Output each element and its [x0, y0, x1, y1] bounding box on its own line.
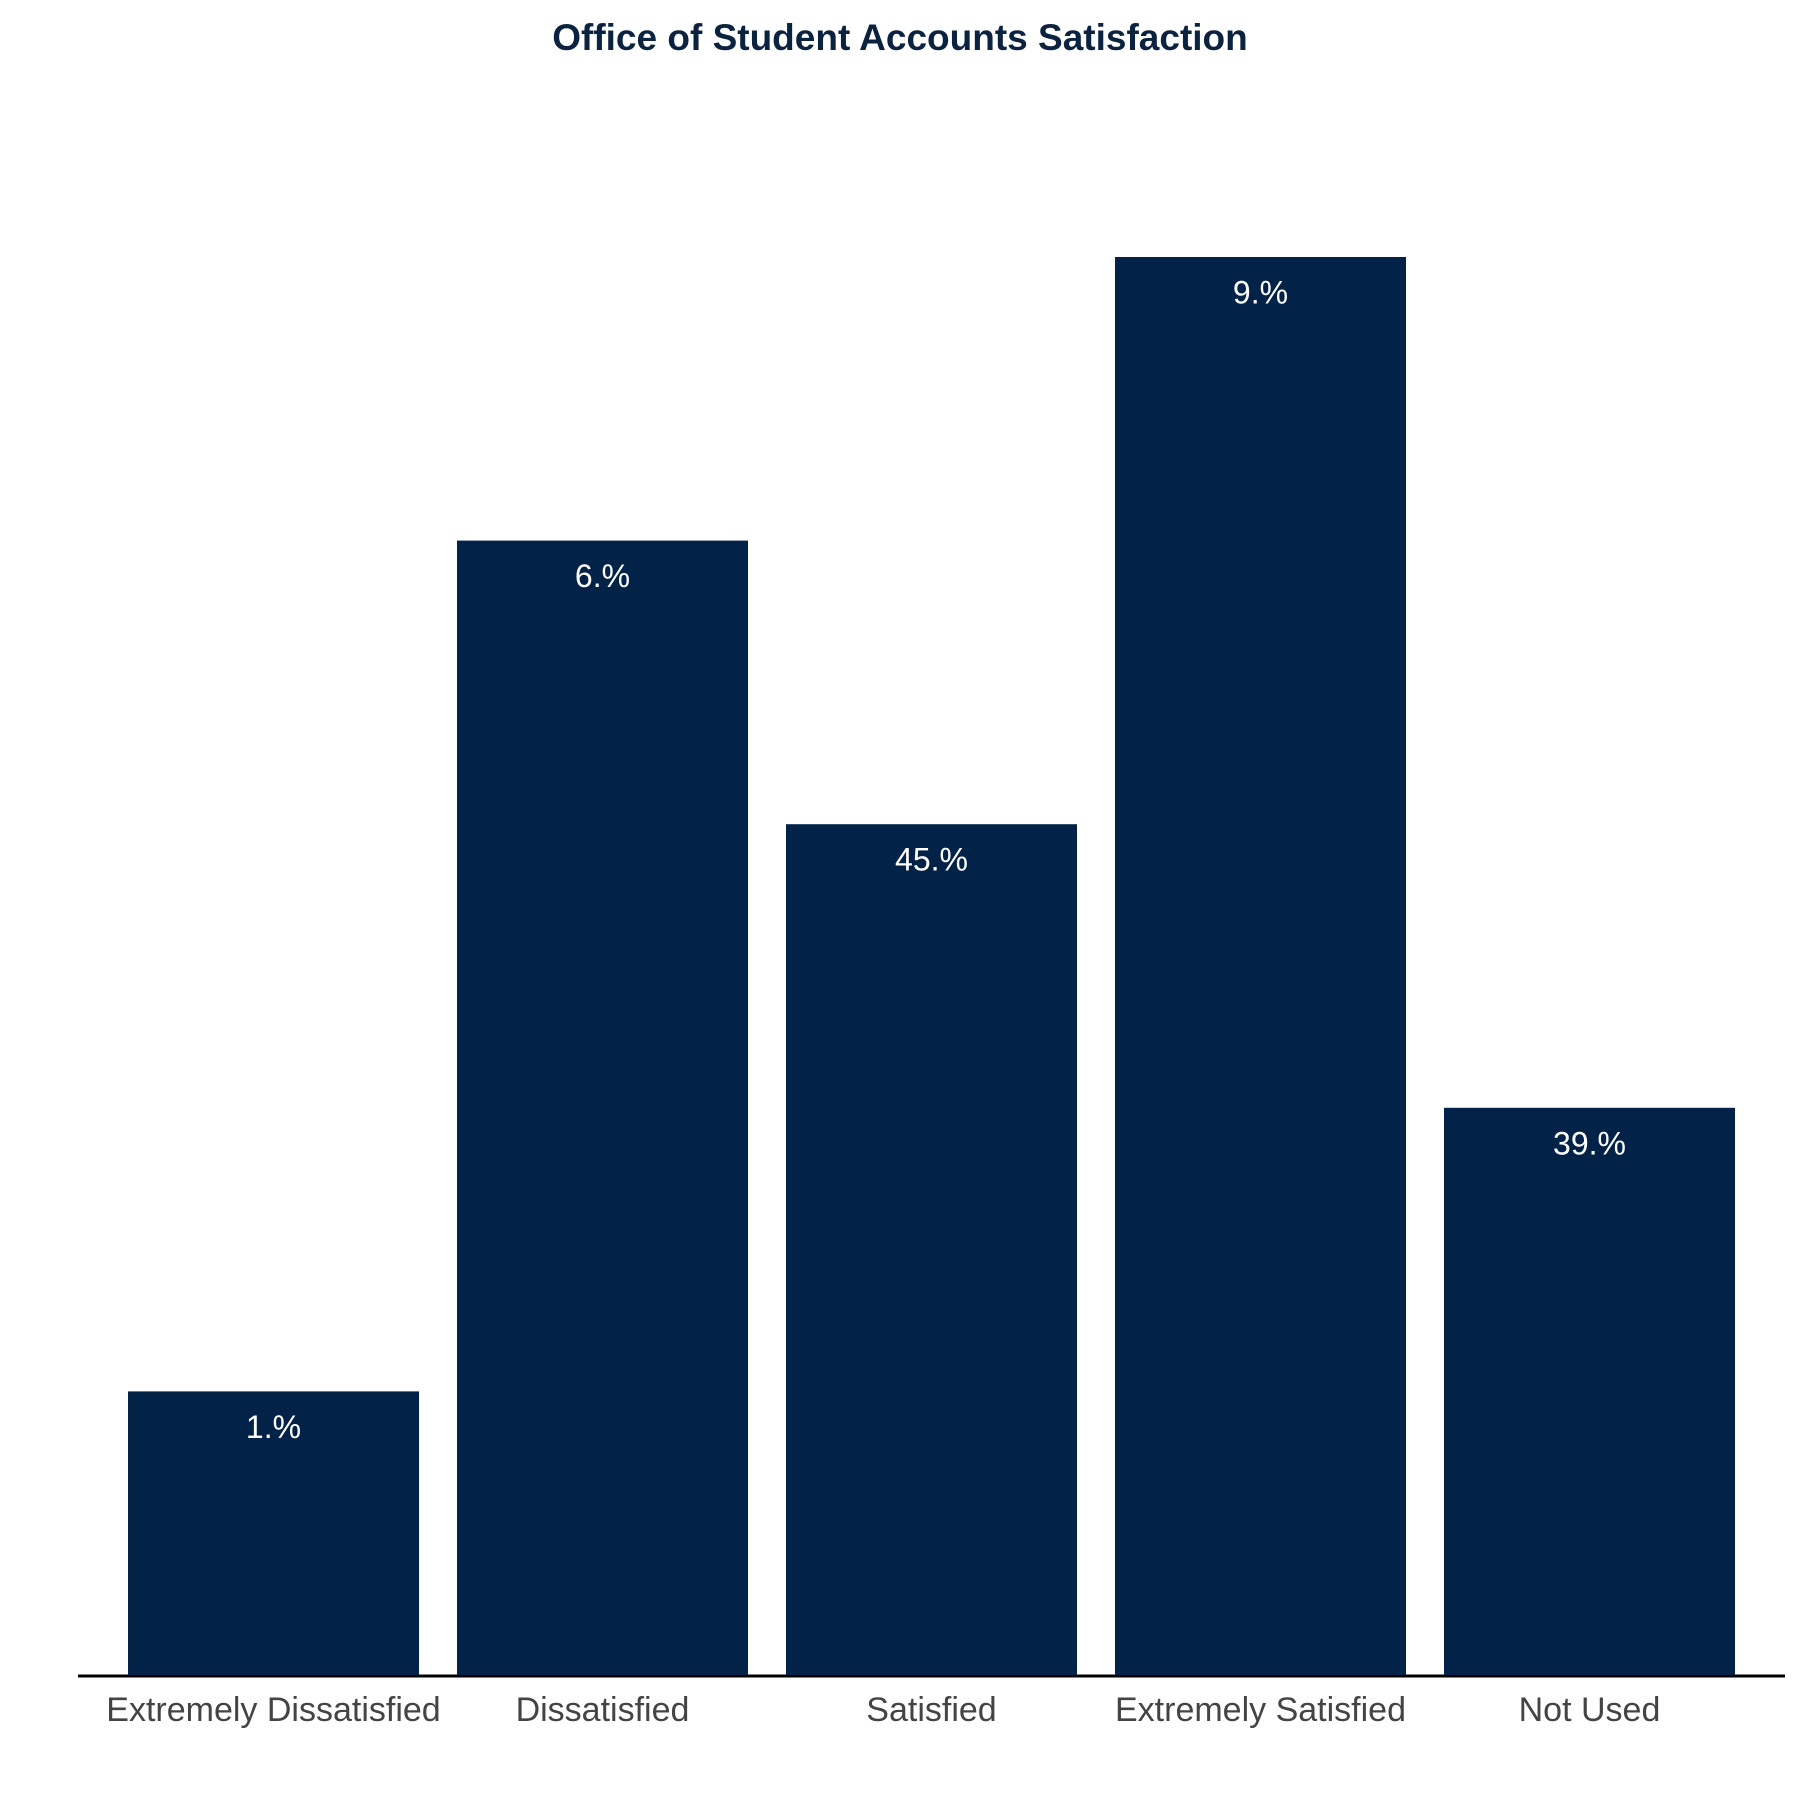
x-tick-label: Extremely Satisfied: [1115, 1691, 1406, 1729]
bar-label: 45.%: [895, 842, 968, 878]
bar-label: 9.%: [1233, 274, 1288, 310]
chart-title: Office of Student Accounts Satisfaction: [552, 17, 1248, 58]
bar: [128, 1391, 419, 1675]
x-tick-label: Satisfied: [866, 1691, 996, 1729]
bar-label: 6.%: [575, 558, 630, 594]
bar: [1444, 1107, 1735, 1675]
x-tick-label: Not Used: [1519, 1691, 1661, 1729]
bar-label: 39.%: [1553, 1125, 1626, 1161]
bar-label: 1.%: [246, 1409, 301, 1445]
bar: [457, 540, 748, 1675]
bar: [786, 824, 1077, 1675]
bar: [1115, 257, 1406, 1675]
x-tick-label: Dissatisfied: [516, 1691, 690, 1729]
x-tick-label: Extremely Dissatisfied: [106, 1691, 440, 1729]
